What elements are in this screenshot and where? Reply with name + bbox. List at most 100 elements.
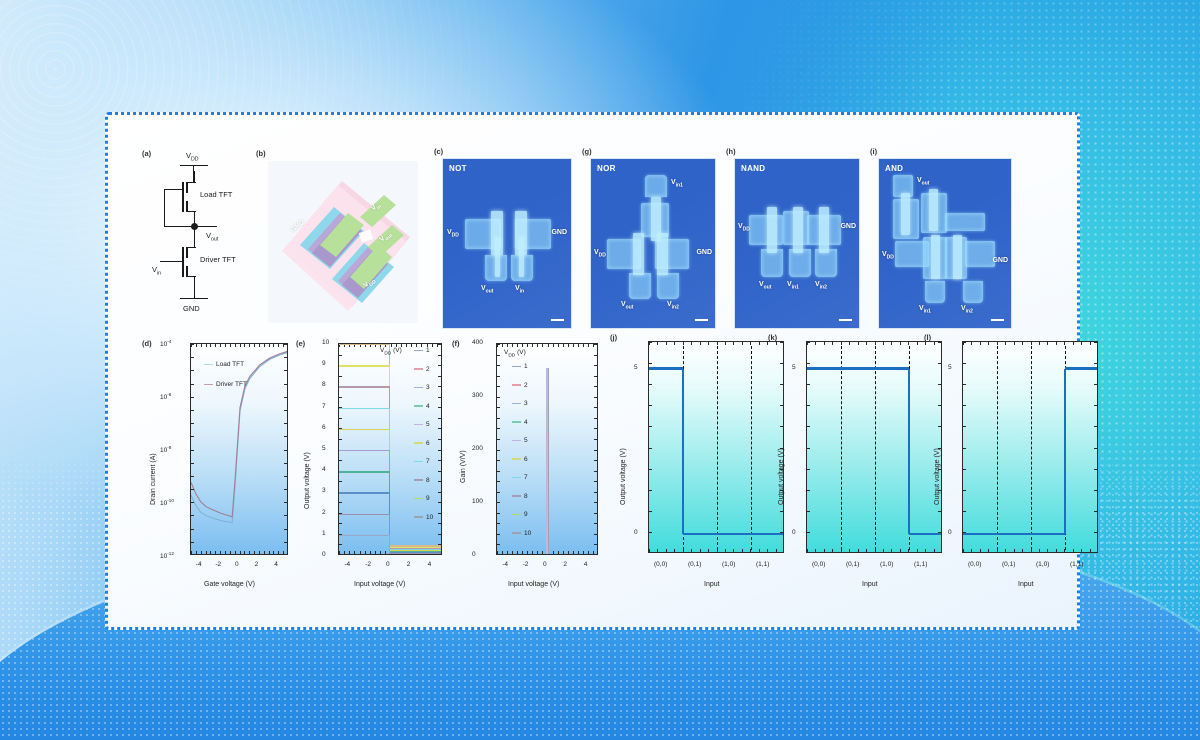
output-level-line [683,533,717,536]
axis-tick [249,344,251,347]
axis-tick [1094,426,1097,428]
axis-tick [963,342,964,345]
axis-tick [780,510,783,512]
axis-tick [369,344,371,347]
nor-label-vout: Vout [621,301,634,311]
legend-label: 10 [426,513,434,521]
axis-tick [191,528,194,530]
and-label-vdd: VDD [882,251,894,261]
panel-d-curves [191,350,287,524]
output-level-line [997,533,1031,536]
segment-divider [875,346,876,550]
ytick-label: 0 [472,551,476,558]
axis-tick [220,344,222,347]
vtc-low-segment [388,545,441,547]
axis-tick [1047,342,1049,345]
legend-label: 6 [524,455,528,463]
output-level-line [1031,533,1065,536]
axis-tick [963,531,966,533]
axis-tick [780,384,783,386]
axis-tick [979,549,981,552]
panel-g-label: (g) [582,147,592,156]
legend-label-load: Load TFT [216,361,245,368]
axis-tick [780,468,783,470]
axis-tick [284,370,287,372]
axis-tick [807,549,808,552]
axis-tick [594,491,597,493]
axis-tick [552,344,554,347]
legend-swatch-driver [204,383,213,386]
axis-tick [385,551,387,554]
axis-tick [874,342,876,345]
axis-tick [649,342,652,343]
vtc-low-segment [388,548,441,551]
legend-swatch [414,460,423,463]
vtc-transition-segment [388,513,391,553]
axis-tick [268,344,270,347]
axis-tick [191,551,192,554]
axis-tick [283,344,285,347]
axis-tick [682,549,684,552]
xtick-label: -2 [522,561,529,568]
axis-tick [674,549,676,552]
axis-tick [284,462,287,464]
axis-tick [594,470,597,472]
panel-d-legend-driver: Driver TFT [204,381,247,388]
axis-tick [780,447,783,449]
axis-tick [938,426,941,428]
legend-swatch [414,386,423,389]
axis-tick [594,417,597,419]
nor-label-vin1: Vin1 [671,179,683,189]
axis-tick [1094,468,1097,470]
axis-tick [577,344,579,347]
axis-tick [933,342,935,345]
axis-tick [908,549,910,552]
axis-tick [239,551,241,554]
axis-tick [925,549,927,552]
axis-tick [438,344,441,345]
axis-tick [527,344,529,347]
axis-tick [1064,342,1066,345]
axis-tick [594,544,597,546]
axis-tick [438,449,441,451]
axis-tick [832,342,834,345]
axis-tick [191,489,194,491]
axis-tick [891,342,893,345]
axis-tick [1081,342,1083,345]
output-level-line [963,533,997,536]
axis-tick [592,551,594,554]
axis-tick [649,426,652,428]
xtick-label: 0 [235,561,239,568]
output-level-line [875,367,909,370]
axis-tick [1055,342,1057,345]
axis-tick [339,502,342,504]
axis-tick [882,342,884,345]
axis-tick [780,342,783,343]
xtick-label: -4 [502,561,508,568]
legend-swatch-load [204,363,213,366]
legend-swatch [414,516,423,518]
not-label-vin: Vin [515,285,525,295]
axis-tick [380,551,382,554]
axis-tick [1005,549,1007,552]
legend-entry: 3 [512,400,528,407]
axis-tick [1089,549,1091,552]
axis-tick [587,551,589,554]
legend-entry: 5 [414,421,430,428]
axis-tick [421,344,423,347]
axis-tick [191,423,194,425]
xtick-label: -4 [195,561,202,568]
xtick-label: (1,0) [880,561,894,568]
panel-c-not-micrograph: (c) NOT VDD GND Vout [434,147,572,329]
legend-entry: 4 [512,419,528,426]
legend-entry: 8 [512,493,528,500]
panel-e-vtc-plot: (e) Output voltage (V) 0 1 2 3 4 5 6 7 8 9 10 VDD … [296,337,448,627]
xtick-label: (0,1) [1002,561,1016,568]
axis-tick [497,354,500,356]
axis-tick [438,428,441,430]
axis-tick [899,342,901,345]
ytick-label: 0 [322,551,326,558]
panel-j-xlabel: Input [704,581,720,588]
axis-tick [963,549,964,552]
axis-tick [349,344,351,347]
